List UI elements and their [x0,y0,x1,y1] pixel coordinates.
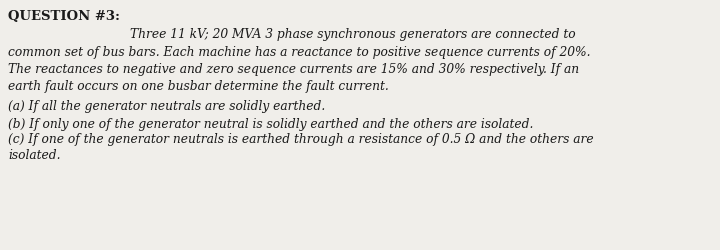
Text: (c) If one of the generator neutrals is earthed through a resistance of 0.5 Ω an: (c) If one of the generator neutrals is … [8,132,593,145]
Text: The reactances to negative and zero sequence currents are 15% and 30% respective: The reactances to negative and zero sequ… [8,63,579,76]
Text: common set of bus bars. Each machine has a reactance to positive sequence curren: common set of bus bars. Each machine has… [8,46,590,59]
Text: (b) If only one of the generator neutral is solidly earthed and the others are i: (b) If only one of the generator neutral… [8,118,534,130]
Text: QUESTION #3:: QUESTION #3: [8,10,120,23]
Text: earth fault occurs on one busbar determine the fault current.: earth fault occurs on one busbar determi… [8,80,389,93]
Text: Three 11 kV; 20 MVA 3 phase synchronous generators are connected to: Three 11 kV; 20 MVA 3 phase synchronous … [130,28,575,41]
Text: (a) If all the generator neutrals are solidly earthed.: (a) If all the generator neutrals are so… [8,100,325,112]
Text: isolated.: isolated. [8,148,60,161]
